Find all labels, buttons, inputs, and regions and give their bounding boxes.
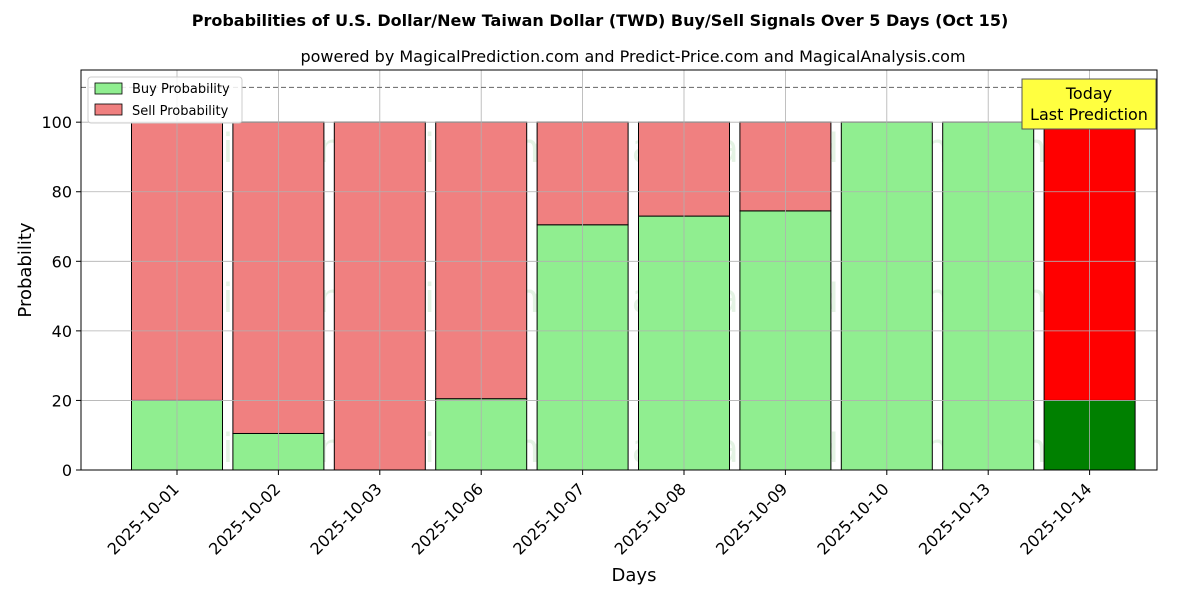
y-axis: 0 20 40 60 80 100	[41, 113, 81, 480]
x-tick-label: 2025-10-10	[813, 479, 892, 558]
chart-subtitle: powered by MagicalPrediction.com and Pre…	[300, 47, 965, 66]
chart-title: Probabilities of U.S. Dollar/New Taiwan …	[192, 11, 1009, 30]
today-annotation: Today Last Prediction	[1021, 78, 1157, 130]
x-tick-label: 2025-10-03	[306, 479, 385, 558]
legend-swatch-sell	[94, 103, 123, 116]
x-tick-label: 2025-10-02	[205, 479, 284, 558]
legend-label-buy: Buy Probability	[132, 82, 230, 97]
y-tick-label: 0	[62, 461, 72, 480]
y-tick-label: 80	[52, 183, 72, 202]
x-tick-label: 2025-10-01	[104, 479, 183, 558]
legend: Buy Probability Sell Probability	[87, 76, 243, 124]
x-axis-label: Days	[612, 565, 657, 586]
plot-frame	[80, 69, 1158, 471]
y-tick-label: 20	[52, 391, 72, 410]
y-tick-label: 40	[52, 322, 72, 341]
legend-box	[87, 76, 243, 124]
y-axis-label: Probability	[15, 222, 36, 317]
today-annotation-line-1: Today	[1065, 84, 1112, 103]
x-tick-label: 2025-10-13	[915, 479, 994, 558]
today-annotation-line-2: Last Prediction	[1030, 105, 1148, 124]
x-tick-label: 2025-10-06	[408, 479, 487, 558]
x-tick-label: 2025-10-07	[509, 479, 588, 558]
x-tick-label: 2025-10-08	[611, 479, 690, 558]
x-axis: 2025-10-01 2025-10-02 2025-10-03 2025-10-06…	[104, 470, 1095, 559]
x-tick-label: 2025-10-09	[712, 479, 791, 558]
today-annotation-box	[1021, 78, 1157, 130]
x-tick-label: 2025-10-14	[1016, 479, 1095, 558]
legend-swatch-buy	[94, 82, 123, 95]
legend-label-sell: Sell Probability	[132, 104, 229, 119]
y-tick-label: 100	[41, 113, 72, 132]
y-tick-label: 60	[52, 252, 72, 271]
